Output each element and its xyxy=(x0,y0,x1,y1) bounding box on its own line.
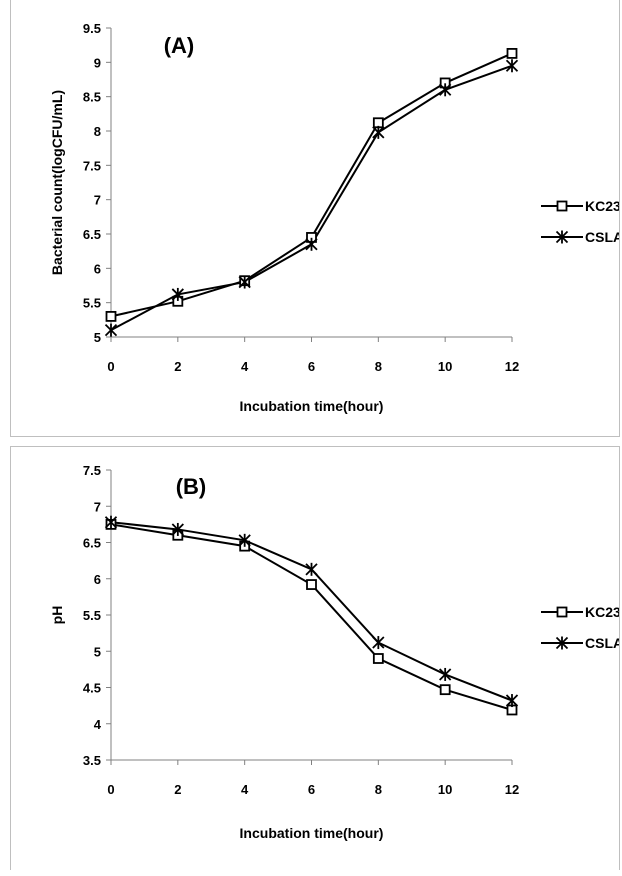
b-series-line-kc23 xyxy=(110,523,513,711)
b-legend-marker-kc23 xyxy=(556,606,568,618)
chart-panel-a: 5 5.5 6 6.5 7 7.5 8 8.5 9 9.5 0 2 4 6 8 10 12 Incubation … xyxy=(10,0,622,437)
b-y-tick-label: 7.5 xyxy=(83,463,101,478)
chart-b: 3.5 4 4.5 5 5.5 6 6.5 7 7.5 0 2 4 6 8 10 12 Incubation t… xyxy=(49,463,622,841)
b-x-tick-label: 0 xyxy=(107,782,114,797)
b-point-csla xyxy=(238,533,251,547)
b-x-tick-label: 10 xyxy=(438,782,452,797)
b-legend-label-kc23: KC23 xyxy=(585,604,619,620)
a-point-csla xyxy=(439,83,452,97)
b-y-tick-label: 6.5 xyxy=(83,536,101,551)
a-x-tick-label: 6 xyxy=(308,359,315,374)
a-y-tick-label: 5 xyxy=(94,330,101,345)
a-panel-title: (A) xyxy=(164,33,195,58)
chart-panel-b: 3.5 4 4.5 5 5.5 6 6.5 7 7.5 0 2 4 6 8 10 12 Incubation t… xyxy=(10,446,622,870)
b-legend-marker-csla xyxy=(555,636,569,650)
a-y-tick-label: 6 xyxy=(94,261,101,276)
b-x-tick-label: 2 xyxy=(174,782,181,797)
b-y-tick-label: 3.5 xyxy=(83,753,101,768)
b-y-tick-label: 5.5 xyxy=(83,608,101,623)
b-panel-title: (B) xyxy=(176,474,207,499)
b-legend-label-csla: CSLA xyxy=(585,635,619,651)
a-y-tick-label: 7.5 xyxy=(83,158,101,173)
a-point-kc23 xyxy=(506,48,518,59)
a-point-csla xyxy=(171,287,184,301)
b-y-tick-label: 5 xyxy=(94,644,101,659)
b-x-tick-label: 6 xyxy=(308,782,315,797)
b-point-kc23 xyxy=(439,684,451,696)
a-legend-label-kc23: KC23 xyxy=(585,198,619,214)
a-y-tick-label: 9.5 xyxy=(83,21,101,36)
b-point-kc23 xyxy=(372,653,384,664)
a-y-tick-label: 8 xyxy=(94,124,101,139)
b-point-csla xyxy=(104,515,118,529)
b-x-axis-label: Incubation time(hour) xyxy=(240,825,384,841)
a-x-tick-label: 8 xyxy=(375,359,382,374)
b-x-tick-label: 8 xyxy=(375,782,382,797)
a-series-line-kc23 xyxy=(110,52,513,318)
b-x-tick-label: 4 xyxy=(241,782,249,797)
b-point-csla xyxy=(171,522,184,536)
a-point-csla xyxy=(305,237,318,251)
b-y-tick-label: 4.5 xyxy=(83,681,101,696)
a-legend-marker-csla xyxy=(555,230,569,244)
a-point-csla xyxy=(238,275,251,289)
a-y-tick-label: 6.5 xyxy=(83,227,101,242)
a-y-tick-label: 9 xyxy=(94,55,101,70)
a-legend-marker-kc23 xyxy=(556,200,568,212)
b-y-axis-label: pH xyxy=(49,606,65,625)
a-x-tick-label: 2 xyxy=(174,359,181,374)
a-point-csla xyxy=(104,323,118,337)
a-x-axis-label: Incubation time(hour) xyxy=(240,398,384,414)
a-series-line-csla xyxy=(110,64,513,332)
a-x-tick-label: 0 xyxy=(107,359,114,374)
b-y-tick-label: 6 xyxy=(94,572,101,587)
a-point-csla xyxy=(372,125,385,139)
a-point-csla xyxy=(505,59,519,73)
a-x-tick-label: 4 xyxy=(241,359,249,374)
a-legend-label-csla: CSLA xyxy=(585,229,619,245)
b-series-line-csla xyxy=(110,521,513,702)
b-point-csla xyxy=(305,562,318,576)
b-y-tick-label: 4 xyxy=(94,717,102,732)
a-x-tick-label: 12 xyxy=(505,359,519,374)
b-point-csla xyxy=(372,636,385,650)
a-point-kc23 xyxy=(105,310,117,322)
a-y-tick-label: 5.5 xyxy=(83,296,101,311)
a-x-tick-label: 10 xyxy=(438,359,452,374)
b-y-tick-label: 7 xyxy=(94,499,101,514)
b-point-csla xyxy=(439,667,452,681)
a-y-tick-label: 7 xyxy=(94,193,101,208)
a-y-tick-label: 8.5 xyxy=(83,90,101,105)
a-y-axis-label: Bacterial count(logCFU/mL) xyxy=(49,90,65,275)
chart-a: 5 5.5 6 6.5 7 7.5 8 8.5 9 9.5 0 2 4 6 8 10 12 Incubation … xyxy=(49,21,622,414)
b-x-tick-label: 12 xyxy=(505,782,519,797)
b-point-csla xyxy=(505,694,519,708)
b-point-kc23 xyxy=(306,579,317,590)
